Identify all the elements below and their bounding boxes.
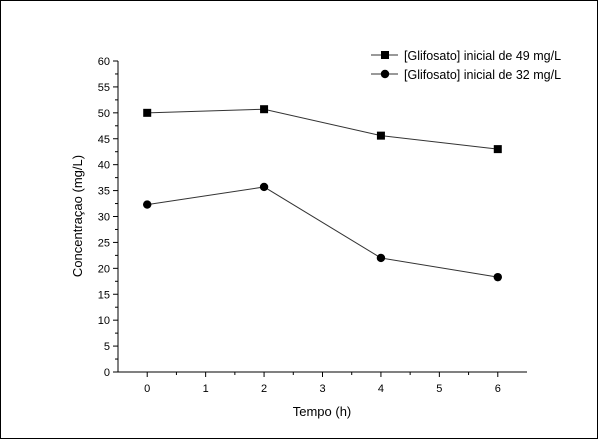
data-point-circle <box>143 200 152 209</box>
y-tick-label: 40 <box>98 160 110 172</box>
x-tick-label: 0 <box>144 383 150 395</box>
y-tick-label: 0 <box>104 367 110 379</box>
y-tick-label: 45 <box>98 134 110 146</box>
y-tick-label: 60 <box>98 56 110 68</box>
data-point-square <box>143 108 152 117</box>
series-1 <box>143 105 502 154</box>
x-tick-label: 2 <box>261 383 267 395</box>
y-tick-label: 55 <box>98 82 110 94</box>
y-tick-label: 5 <box>104 341 110 353</box>
x-tick-label: 3 <box>319 383 325 395</box>
series-line <box>147 186 498 278</box>
y-tick-label: 10 <box>98 315 110 327</box>
y-tick-label: 20 <box>98 263 110 275</box>
y-tick-label: 25 <box>98 237 110 249</box>
legend-marker-series-1 <box>381 51 389 59</box>
x-tick-label: 4 <box>378 383 384 395</box>
y-tick-label: 35 <box>98 186 110 198</box>
data-point-square <box>493 145 502 154</box>
series-line <box>147 108 498 150</box>
data-point-square <box>260 105 269 114</box>
y-tick-label: 50 <box>98 108 110 120</box>
data-point-circle <box>493 272 502 282</box>
series-layer <box>143 105 502 282</box>
x-tick-label: 6 <box>495 383 501 395</box>
x-tick-label: 5 <box>436 383 442 395</box>
legend-label-series-1: [Glifosato] inicial de 49 mg/L <box>404 49 561 63</box>
x-tick-label: 1 <box>203 383 209 395</box>
data-point-circle <box>376 253 386 263</box>
legend-label-series-2: [Glifosato] inicial de 32 mg/L <box>404 68 561 82</box>
x-axis-label: Tempo (h) <box>293 404 352 419</box>
y-tick-label: 30 <box>98 212 110 224</box>
data-point-square <box>376 131 385 140</box>
y-axis-label: Concentraçao (mg/L) <box>70 155 85 277</box>
legend: [Glifosato] inicial de 49 mg/L [Glifosat… <box>371 49 561 82</box>
y-tick-label: 15 <box>98 289 110 301</box>
series-2 <box>143 182 502 282</box>
legend-marker-series-2 <box>380 69 390 79</box>
data-point-circle <box>259 182 269 192</box>
